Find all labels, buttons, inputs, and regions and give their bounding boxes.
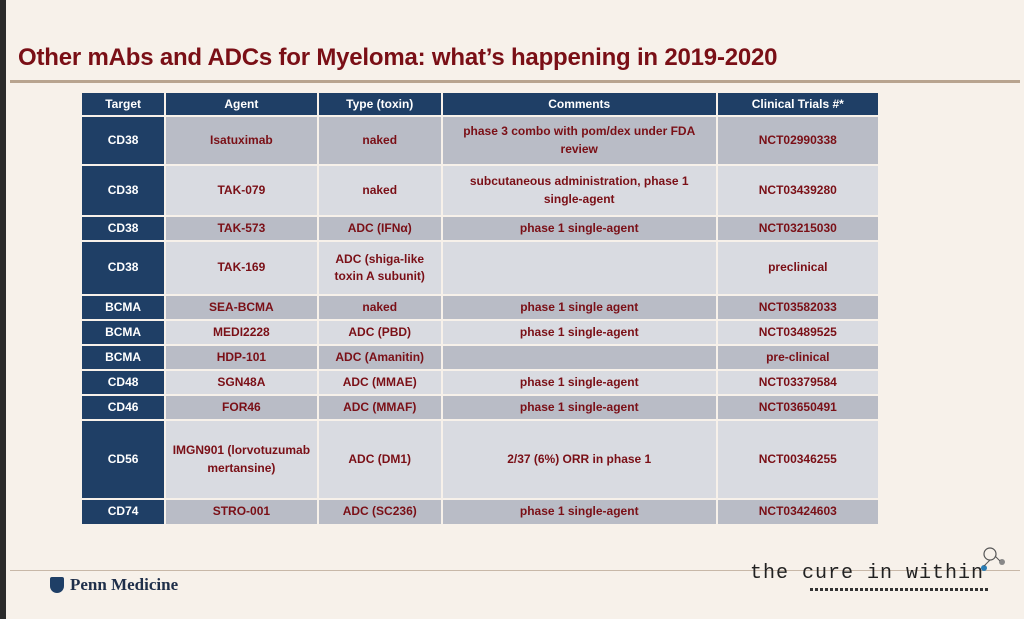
table-row: CD48 SGN48A ADC (MMAE) phase 1 single-ag…	[82, 371, 878, 394]
header-comments: Comments	[442, 93, 716, 115]
cell-type: naked	[318, 166, 441, 215]
cell-type: naked	[318, 296, 441, 319]
cure-within-label: the cure in within	[750, 562, 985, 585]
cell-agent: Isatuximab	[166, 117, 317, 164]
cell-target: CD46	[82, 396, 165, 419]
cell-target: CD38	[82, 166, 165, 215]
cell-comments: phase 1 single-agent	[442, 217, 716, 240]
cell-comments: subcutaneous administration, phase 1 sin…	[442, 166, 716, 215]
cell-trial: NCT03489525	[717, 321, 878, 344]
cell-agent: STRO-001	[166, 500, 317, 524]
penn-shield-icon	[50, 577, 64, 593]
cure-within-logo: the cure in within	[750, 547, 1010, 600]
cell-type: ADC (PBD)	[318, 321, 441, 344]
cell-comments	[442, 346, 716, 369]
cell-target: CD38	[82, 217, 165, 240]
cell-agent: SEA-BCMA	[166, 296, 317, 319]
cell-comments: phase 3 combo with pom/dex under FDA rev…	[442, 117, 716, 164]
cell-trial: NCT03215030	[717, 217, 878, 240]
cure-subline	[810, 588, 990, 591]
table-row: BCMA HDP-101 ADC (Amanitin) pre-clinical	[82, 346, 878, 369]
cell-agent: SGN48A	[166, 371, 317, 394]
cell-comments: 2/37 (6%) ORR in phase 1	[442, 421, 716, 498]
cell-agent: TAK-573	[166, 217, 317, 240]
cell-comments: phase 1 single-agent	[442, 500, 716, 524]
cell-comments: phase 1 single-agent	[442, 321, 716, 344]
cell-trial: NCT02990338	[717, 117, 878, 164]
cell-trial: NCT03650491	[717, 396, 878, 419]
penn-medicine-label: Penn Medicine	[70, 575, 179, 594]
cell-trial: preclinical	[717, 242, 878, 294]
cell-target: BCMA	[82, 346, 165, 369]
cell-agent: IMGN901 (lorvotuzumab mertansine)	[166, 421, 317, 498]
footer-divider	[10, 570, 1020, 571]
cell-type: ADC (IFNα)	[318, 217, 441, 240]
table-row: BCMA MEDI2228 ADC (PBD) phase 1 single-a…	[82, 321, 878, 344]
cell-trial: NCT03424603	[717, 500, 878, 524]
header-agent: Agent	[166, 93, 317, 115]
table-row: CD38 TAK-079 naked subcutaneous administ…	[82, 166, 878, 215]
cell-target: CD56	[82, 421, 165, 498]
header-target: Target	[82, 93, 165, 115]
cell-trial: NCT03582033	[717, 296, 878, 319]
cell-target: CD38	[82, 242, 165, 294]
table-row: CD38 Isatuximab naked phase 3 combo with…	[82, 117, 878, 164]
cell-type: ADC (MMAF)	[318, 396, 441, 419]
table-header-row: Target Agent Type (toxin) Comments Clini…	[82, 93, 878, 115]
cell-comments: phase 1 single agent	[442, 296, 716, 319]
left-edge-bar	[0, 0, 6, 619]
cell-target: BCMA	[82, 296, 165, 319]
molecule-icon	[981, 547, 1005, 571]
table-row: BCMA SEA-BCMA naked phase 1 single agent…	[82, 296, 878, 319]
table-row: CD74 STRO-001 ADC (SC236) phase 1 single…	[82, 500, 878, 524]
cell-agent: HDP-101	[166, 346, 317, 369]
penn-medicine-logo: Penn Medicine	[50, 575, 178, 595]
table-row: CD38 TAK-573 ADC (IFNα) phase 1 single-a…	[82, 217, 878, 240]
cell-target: BCMA	[82, 321, 165, 344]
trials-table: Target Agent Type (toxin) Comments Clini…	[80, 91, 880, 526]
cell-type: ADC (MMAE)	[318, 371, 441, 394]
header-trials: Clinical Trials #*	[717, 93, 878, 115]
cell-target: CD48	[82, 371, 165, 394]
title-divider	[10, 80, 1020, 83]
cell-type: ADC (DM1)	[318, 421, 441, 498]
cell-comments	[442, 242, 716, 294]
cell-type: ADC (SC236)	[318, 500, 441, 524]
table-row: CD38 TAK-169 ADC (shiga-like toxin A sub…	[82, 242, 878, 294]
cell-trial: NCT03439280	[717, 166, 878, 215]
slide-title: Other mAbs and ADCs for Myeloma: what’s …	[18, 44, 778, 71]
cell-agent: FOR46	[166, 396, 317, 419]
cell-comments: phase 1 single-agent	[442, 371, 716, 394]
table-row: CD56 IMGN901 (lorvotuzumab mertansine) A…	[82, 421, 878, 498]
cell-comments: phase 1 single-agent	[442, 396, 716, 419]
cell-type: ADC (Amanitin)	[318, 346, 441, 369]
cell-trial: pre-clinical	[717, 346, 878, 369]
cell-agent: TAK-169	[166, 242, 317, 294]
cell-target: CD38	[82, 117, 165, 164]
cell-trial: NCT00346255	[717, 421, 878, 498]
cell-trial: NCT03379584	[717, 371, 878, 394]
cell-agent: MEDI2228	[166, 321, 317, 344]
cell-agent: TAK-079	[166, 166, 317, 215]
table-row: CD46 FOR46 ADC (MMAF) phase 1 single-age…	[82, 396, 878, 419]
cell-type: naked	[318, 117, 441, 164]
header-type: Type (toxin)	[318, 93, 441, 115]
cell-type: ADC (shiga-like toxin A subunit)	[318, 242, 441, 294]
cell-target: CD74	[82, 500, 165, 524]
